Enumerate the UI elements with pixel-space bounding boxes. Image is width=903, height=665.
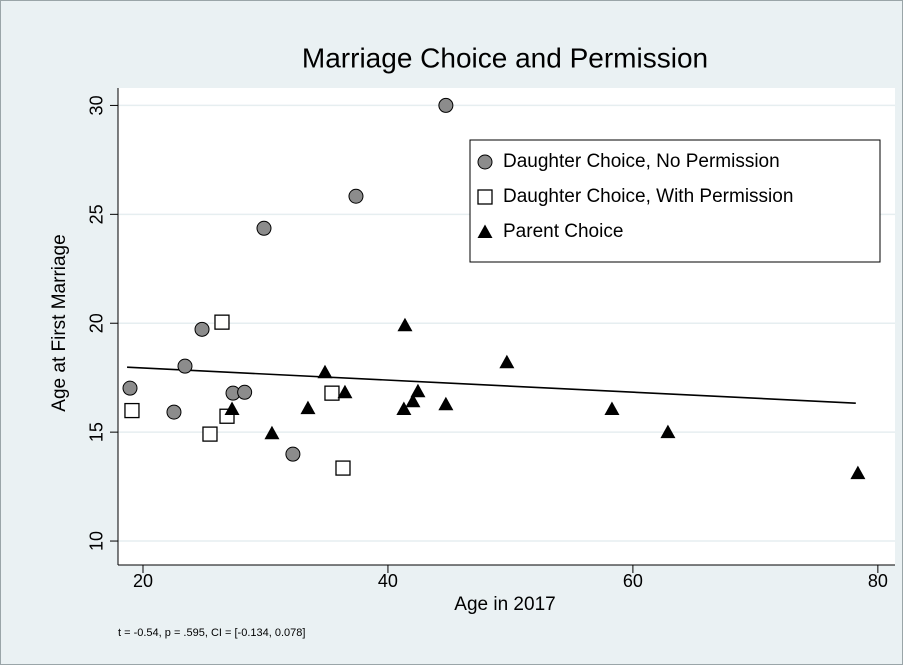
point	[317, 364, 333, 379]
point	[604, 401, 620, 416]
point	[124, 402, 140, 419]
y-axis-label: Age at First Marriage	[49, 234, 70, 411]
y-tick-label: 10	[87, 531, 107, 551]
point	[438, 396, 454, 411]
point	[660, 424, 676, 439]
x-tick-label: 20	[133, 571, 153, 591]
legend-marker	[477, 189, 493, 205]
point	[850, 465, 866, 480]
point	[499, 354, 515, 369]
point	[202, 426, 218, 442]
point	[214, 314, 230, 330]
point	[405, 393, 421, 408]
note: t = -0.54, p = .595, CI = [-0.134, 0.078…	[118, 627, 305, 639]
point	[256, 220, 272, 236]
point	[324, 385, 340, 401]
fit-line	[127, 366, 856, 404]
point	[438, 97, 454, 113]
point	[348, 188, 364, 204]
point	[337, 384, 353, 399]
point	[397, 317, 413, 332]
legend-label: Daughter Choice, With Permission	[503, 186, 793, 207]
legend-label: Parent Choice	[503, 221, 623, 242]
point	[177, 358, 193, 374]
point	[237, 384, 253, 400]
legend-marker	[477, 154, 493, 170]
y-tick-label: 20	[87, 313, 107, 333]
point	[224, 401, 240, 416]
legend-label: Daughter Choice, No Permission	[503, 151, 780, 172]
legend-marker	[477, 224, 493, 238]
point	[122, 380, 138, 396]
point	[410, 383, 426, 398]
x-tick-label: 80	[868, 571, 888, 591]
chart-title: Marriage Choice and Permission	[302, 42, 708, 73]
point	[264, 425, 280, 440]
y-tick-label: 25	[87, 204, 107, 224]
y-tick-label: 15	[87, 422, 107, 442]
point	[166, 404, 182, 420]
x-tick-label: 60	[623, 571, 643, 591]
point	[396, 401, 412, 416]
legend	[469, 139, 881, 263]
x-tick-label: 40	[378, 571, 398, 591]
point	[194, 321, 210, 337]
point	[285, 446, 301, 462]
point	[335, 460, 351, 476]
x-axis-label: Age in 2017	[454, 594, 555, 615]
y-tick-label: 30	[87, 95, 107, 115]
point	[300, 400, 316, 415]
